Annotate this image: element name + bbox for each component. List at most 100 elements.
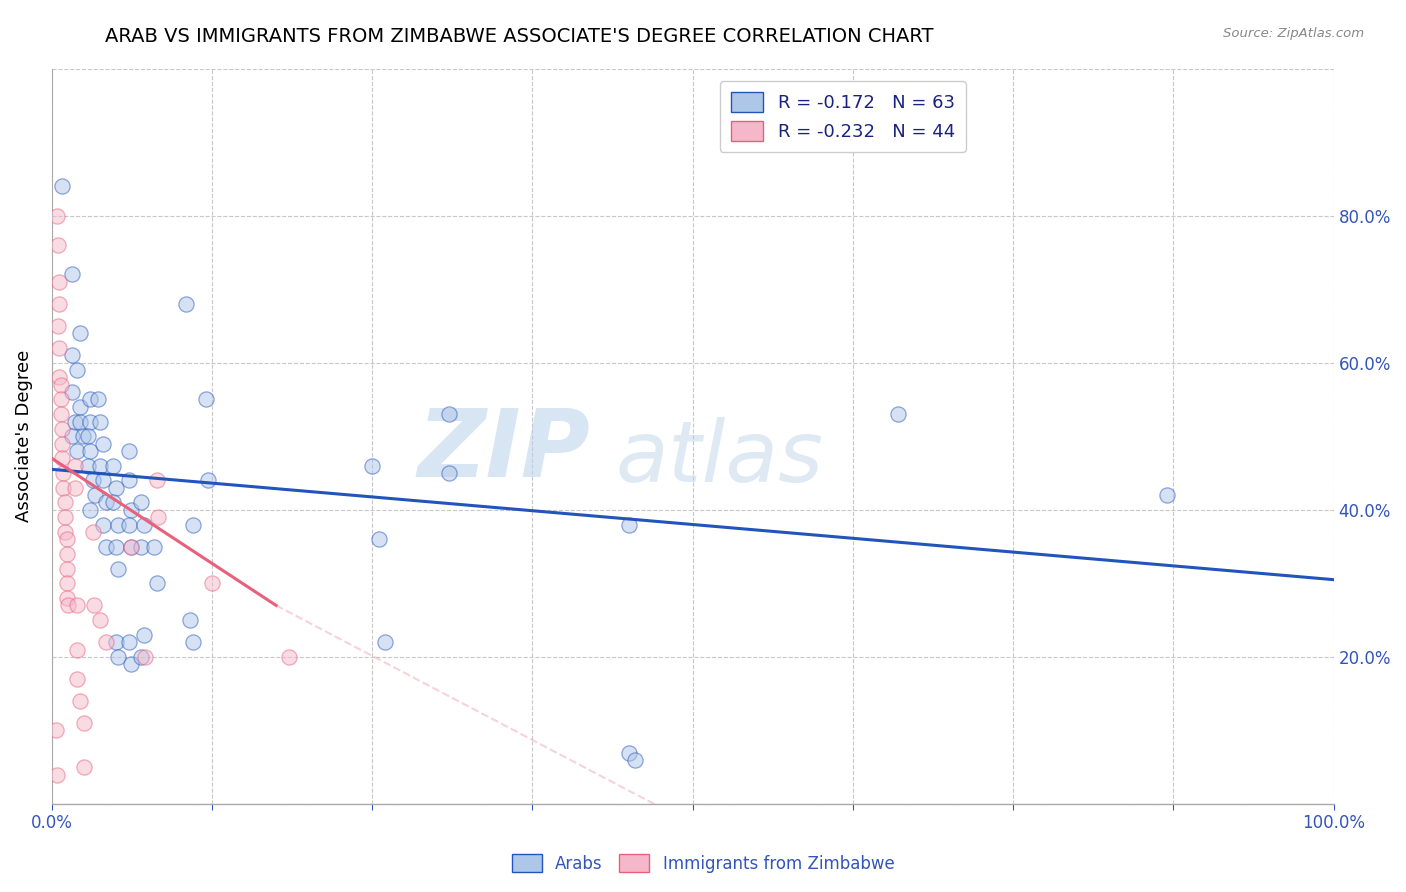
Point: [107, 649, 129, 664]
Point: [91, 436, 114, 450]
Point: [103, 458, 125, 473]
Point: [45, 723, 67, 738]
Point: [51, 422, 73, 436]
Point: [52, 481, 75, 495]
Point: [118, 444, 141, 458]
Point: [91, 474, 114, 488]
Point: [58, 599, 80, 613]
Point: [79, 415, 101, 429]
Point: [94, 495, 117, 509]
Point: [69, 694, 91, 708]
Point: [60, 268, 83, 282]
Text: ZIP: ZIP: [418, 405, 591, 497]
Point: [94, 635, 117, 649]
Point: [143, 540, 166, 554]
Point: [49, 392, 72, 407]
Point: [107, 517, 129, 532]
Point: [82, 524, 104, 539]
Point: [51, 451, 73, 466]
Point: [94, 540, 117, 554]
Point: [51, 436, 73, 450]
Point: [89, 613, 111, 627]
Point: [120, 657, 142, 672]
Point: [66, 599, 89, 613]
Point: [132, 628, 155, 642]
Point: [69, 326, 91, 341]
Point: [118, 474, 141, 488]
Point: [76, 429, 98, 443]
Point: [624, 753, 647, 767]
Legend: R = -0.172   N = 63, R = -0.232   N = 44: R = -0.172 N = 63, R = -0.232 N = 44: [720, 81, 966, 152]
Point: [53, 510, 76, 524]
Point: [181, 635, 204, 649]
Point: [89, 415, 111, 429]
Point: [194, 392, 217, 407]
Point: [617, 746, 640, 760]
Point: [437, 466, 460, 480]
Point: [48, 341, 70, 355]
Point: [49, 377, 72, 392]
Point: [146, 474, 169, 488]
Point: [49, 407, 72, 421]
Point: [51, 179, 73, 194]
Point: [52, 466, 75, 480]
Point: [72, 429, 94, 443]
Y-axis label: Associate's Degree: Associate's Degree: [15, 351, 32, 523]
Point: [73, 716, 96, 731]
Point: [367, 533, 389, 547]
Text: Source: ZipAtlas.com: Source: ZipAtlas.com: [1223, 27, 1364, 40]
Point: [60, 385, 83, 400]
Point: [56, 576, 79, 591]
Point: [60, 429, 83, 443]
Point: [84, 488, 107, 502]
Point: [66, 642, 89, 657]
Point: [83, 599, 105, 613]
Point: [48, 297, 70, 311]
Text: atlas: atlas: [616, 417, 824, 500]
Point: [107, 561, 129, 575]
Point: [361, 458, 384, 473]
Point: [131, 495, 153, 509]
Point: [45, 209, 67, 223]
Point: [69, 415, 91, 429]
Point: [277, 649, 299, 664]
Point: [181, 517, 204, 532]
Point: [179, 613, 201, 627]
Point: [56, 533, 79, 547]
Point: [79, 392, 101, 407]
Point: [63, 415, 86, 429]
Point: [46, 318, 69, 333]
Point: [131, 540, 153, 554]
Point: [118, 517, 141, 532]
Point: [48, 370, 70, 384]
Point: [89, 458, 111, 473]
Point: [104, 635, 127, 649]
Point: [79, 503, 101, 517]
Point: [120, 503, 142, 517]
Point: [56, 561, 79, 575]
Text: ARAB VS IMMIGRANTS FROM ZIMBABWE ASSOCIATE'S DEGREE CORRELATION CHART: ARAB VS IMMIGRANTS FROM ZIMBABWE ASSOCIA…: [105, 27, 934, 45]
Point: [56, 547, 79, 561]
Point: [45, 767, 67, 781]
Point: [79, 444, 101, 458]
Point: [134, 649, 156, 664]
Point: [46, 238, 69, 252]
Point: [66, 444, 89, 458]
Point: [887, 407, 910, 421]
Point: [104, 481, 127, 495]
Point: [176, 297, 198, 311]
Point: [131, 649, 153, 664]
Point: [63, 458, 86, 473]
Point: [56, 591, 79, 605]
Point: [73, 760, 96, 774]
Point: [437, 407, 460, 421]
Point: [120, 540, 142, 554]
Point: [374, 635, 396, 649]
Point: [53, 524, 76, 539]
Point: [87, 392, 110, 407]
Point: [118, 635, 141, 649]
Point: [201, 576, 224, 591]
Point: [66, 363, 89, 377]
Point: [1156, 488, 1178, 502]
Point: [63, 481, 86, 495]
